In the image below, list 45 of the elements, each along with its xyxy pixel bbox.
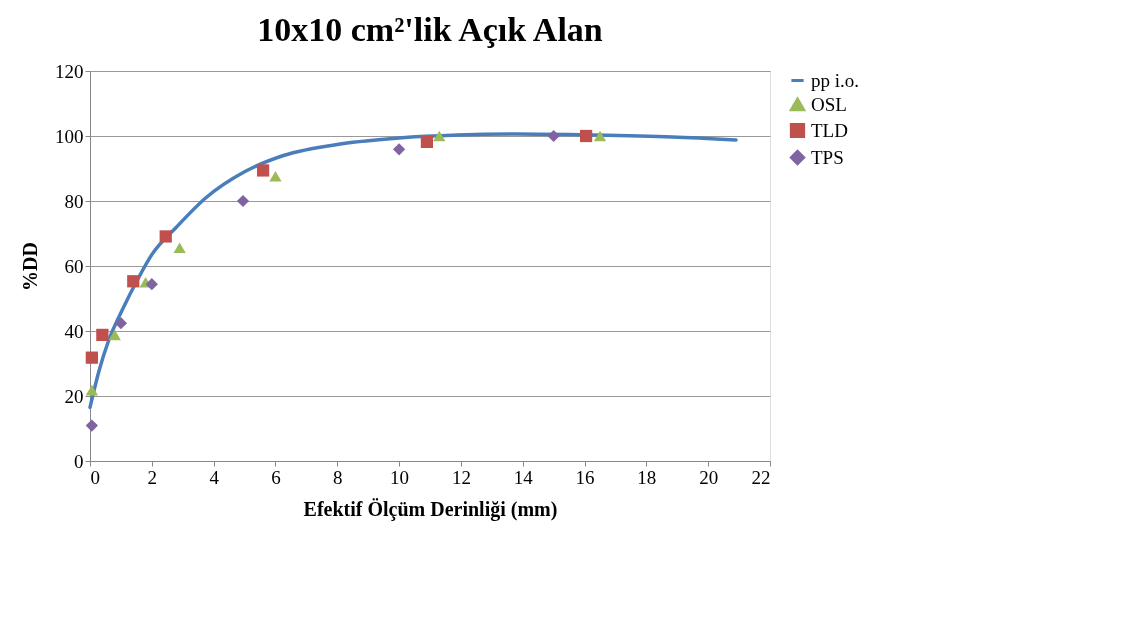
x-tick-label: 10: [390, 466, 410, 488]
x-tick-label: 20: [699, 466, 719, 488]
point: [85, 351, 98, 364]
point: [159, 230, 172, 243]
y-tick-label: 80: [64, 190, 84, 212]
point: [96, 328, 109, 342]
point: [420, 135, 434, 148]
y-tick-label: 0: [74, 450, 84, 472]
point: [392, 143, 406, 156]
point: [236, 194, 250, 208]
point: [114, 317, 128, 330]
point: [269, 171, 282, 182]
legend-label: TLD: [811, 119, 848, 141]
point: [108, 329, 121, 341]
x-tick-label: 8: [333, 466, 343, 488]
point: [256, 164, 270, 177]
point: [579, 129, 593, 143]
point: [127, 275, 140, 288]
point: [547, 129, 560, 143]
x-tick-label: 12: [451, 466, 471, 488]
y-axis-title: %DD: [19, 242, 41, 291]
x-tick-label: 6: [271, 466, 281, 488]
point: [433, 130, 446, 142]
y-tick-label: 120: [55, 60, 84, 82]
y-tick-label: 20: [64, 385, 84, 407]
point: [593, 130, 607, 142]
x-tick-label: 22: [751, 466, 771, 488]
legend-label: TPS: [811, 146, 844, 168]
y-tick-label: 40: [64, 320, 84, 342]
chart-title: 10x10 cm²'lik Açık Alan: [257, 11, 603, 48]
x-axis-title: Efektif Ölçüm Derinliği (mm): [303, 497, 558, 521]
y-tick-label: 60: [64, 255, 84, 277]
point: [85, 384, 98, 396]
legend-label: OSL: [811, 93, 847, 115]
point: [85, 419, 98, 432]
point: [173, 242, 186, 254]
x-tick-label: 14: [513, 466, 534, 488]
x-tick-label: 0: [90, 466, 100, 488]
y-tick-label: 100: [55, 125, 84, 147]
x-tick-label: 2: [147, 466, 158, 488]
x-tick-label: 18: [637, 466, 657, 488]
x-tick-label: 4: [209, 466, 220, 488]
legend-label: pp i.o.: [811, 69, 860, 91]
x-tick-label: 16: [575, 466, 595, 488]
point: [145, 278, 158, 291]
